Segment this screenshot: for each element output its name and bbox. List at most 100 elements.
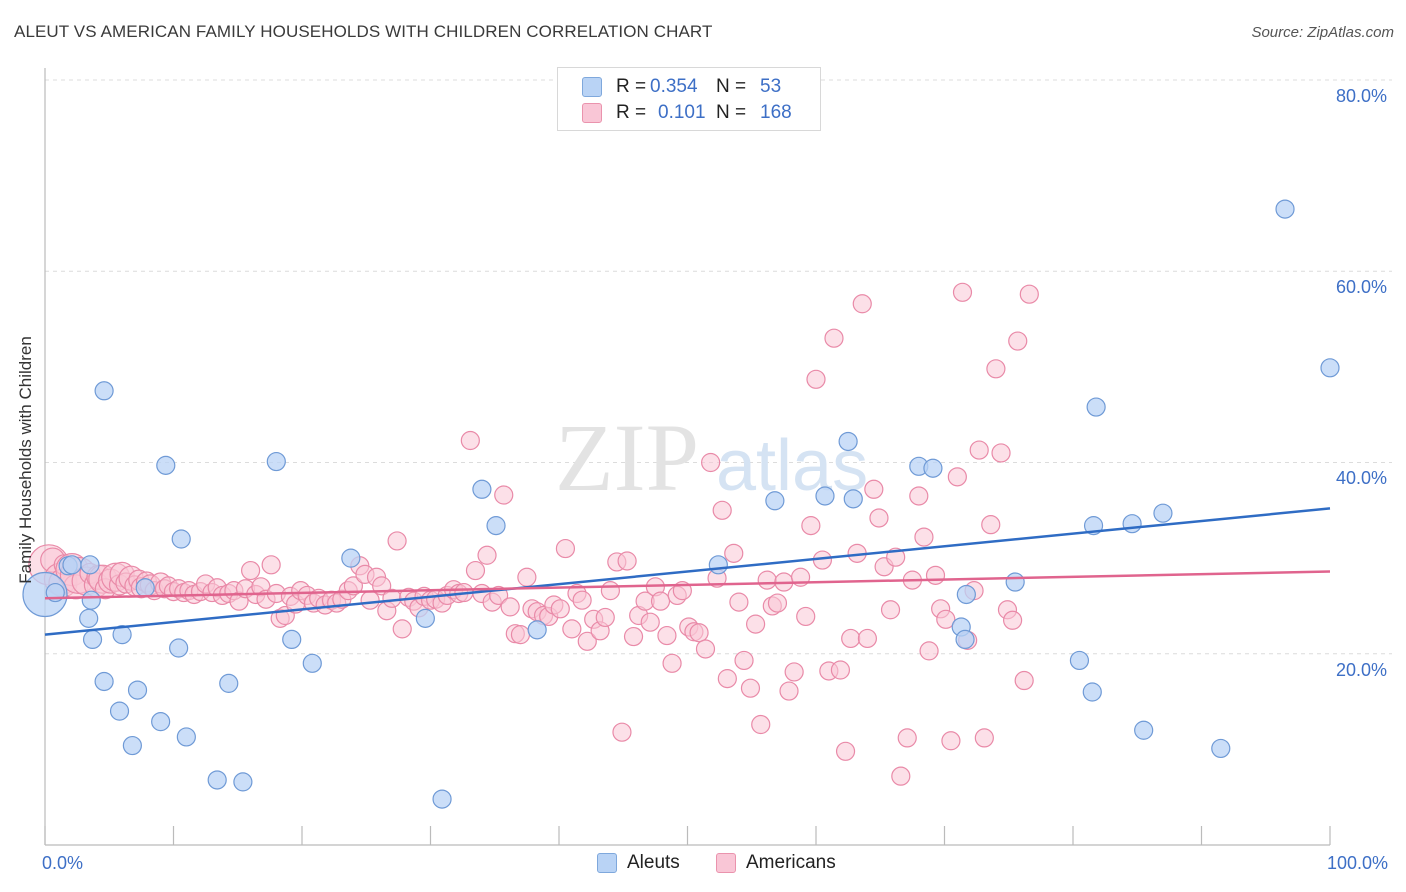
american-point xyxy=(392,619,412,639)
aleut-point xyxy=(112,625,132,645)
american-point xyxy=(740,678,761,698)
american-point xyxy=(969,440,989,460)
american-point xyxy=(1003,610,1023,630)
american-point xyxy=(729,592,749,612)
legend-r-value: 0.101 xyxy=(658,102,706,123)
legend-n-value: 53 xyxy=(760,76,782,97)
american-point xyxy=(891,766,911,786)
american-point xyxy=(657,625,677,646)
aleut-point xyxy=(415,608,435,628)
american-point xyxy=(662,653,682,673)
american-point xyxy=(767,593,788,613)
aleut-point xyxy=(1082,682,1102,702)
american-point xyxy=(925,565,946,585)
legend-n-value: 168 xyxy=(760,102,792,123)
legend-swatch-aleuts xyxy=(582,77,602,97)
aleut-point xyxy=(176,727,196,747)
american-point xyxy=(261,555,281,575)
aleut-point xyxy=(233,772,253,792)
legend-row-americans: R = 0.101 N = 168 xyxy=(582,100,792,126)
american-point xyxy=(986,359,1006,379)
legend-swatch-americans xyxy=(582,103,602,123)
series-americans xyxy=(28,282,1039,786)
aleut-point xyxy=(94,381,114,401)
aleut-point xyxy=(207,770,227,790)
american-point xyxy=(689,623,709,643)
aleut-point xyxy=(923,458,943,478)
american-point xyxy=(717,669,737,689)
american-point xyxy=(695,639,716,659)
aleut-point xyxy=(1005,572,1025,592)
source-label: Source: ZipAtlas.com xyxy=(1251,24,1394,41)
american-point xyxy=(1019,284,1039,304)
american-point xyxy=(1008,331,1028,351)
y-tick-20: 20.0% xyxy=(1336,660,1388,680)
aleut-point xyxy=(527,620,547,640)
aleut-point xyxy=(1211,738,1231,759)
bottom-legend-label-aleuts: Aleuts xyxy=(627,852,680,873)
american-point xyxy=(751,714,771,735)
american-point xyxy=(465,560,486,581)
aleut-point xyxy=(1153,503,1173,523)
american-point xyxy=(517,567,537,587)
american-point xyxy=(572,590,592,610)
american-point xyxy=(919,641,939,661)
american-point xyxy=(941,731,961,751)
american-point xyxy=(796,606,816,627)
aleut-point xyxy=(79,608,99,628)
legend-n-label: N = xyxy=(716,76,747,97)
american-point xyxy=(387,531,407,551)
american-point xyxy=(460,430,480,451)
aleut-point xyxy=(765,491,785,511)
american-point xyxy=(852,294,872,314)
y-tick-60: 60.0% xyxy=(1336,277,1388,297)
american-point xyxy=(577,631,597,651)
american-point xyxy=(617,551,637,571)
aleut-point xyxy=(156,455,176,475)
american-point xyxy=(650,591,671,611)
legend-row-aleuts: R = 0.354 N = 53 xyxy=(582,74,781,100)
legend-n-label: N = xyxy=(716,102,747,123)
american-point xyxy=(640,612,660,632)
american-point xyxy=(757,570,777,590)
american-point xyxy=(806,369,826,389)
american-point xyxy=(824,328,844,348)
aleut-point xyxy=(62,555,82,575)
aleut-point xyxy=(219,673,239,693)
aleut-point xyxy=(432,789,452,809)
american-point xyxy=(981,515,1001,535)
bottom-legend-label-americans: Americans xyxy=(746,852,836,873)
american-point xyxy=(494,485,514,505)
bottom-legend-americans[interactable]: Americans xyxy=(716,852,836,874)
trend-lines xyxy=(44,507,1331,636)
american-point xyxy=(562,619,582,639)
american-point xyxy=(869,508,889,528)
y-tick-80: 80.0% xyxy=(1336,86,1388,106)
aleut-point xyxy=(169,638,189,658)
y-tick-40: 40.0% xyxy=(1336,468,1388,488)
american-point xyxy=(857,628,878,649)
american-point xyxy=(947,467,967,487)
american-point xyxy=(550,599,570,619)
american-point xyxy=(241,560,261,581)
american-point xyxy=(779,681,799,701)
aleut-point xyxy=(282,629,302,650)
american-point xyxy=(835,741,856,761)
y-axis-label: Family Households with Children xyxy=(16,336,35,584)
legend-r-label: R = xyxy=(616,102,647,123)
american-point xyxy=(724,543,744,563)
american-point xyxy=(909,486,929,506)
bottom-legend-swatch-americans xyxy=(716,853,736,873)
american-point xyxy=(830,660,851,680)
aleut-point xyxy=(956,584,976,605)
aleut-point xyxy=(1275,199,1295,219)
aleut-point xyxy=(127,680,148,700)
american-point xyxy=(477,545,497,565)
american-point xyxy=(801,516,821,536)
aleut-point xyxy=(1086,397,1106,417)
american-point xyxy=(880,600,901,620)
american-point xyxy=(555,538,576,559)
bottom-legend-aleuts[interactable]: Aleuts xyxy=(597,852,680,874)
american-point xyxy=(712,500,732,520)
aleut-point xyxy=(472,479,492,499)
